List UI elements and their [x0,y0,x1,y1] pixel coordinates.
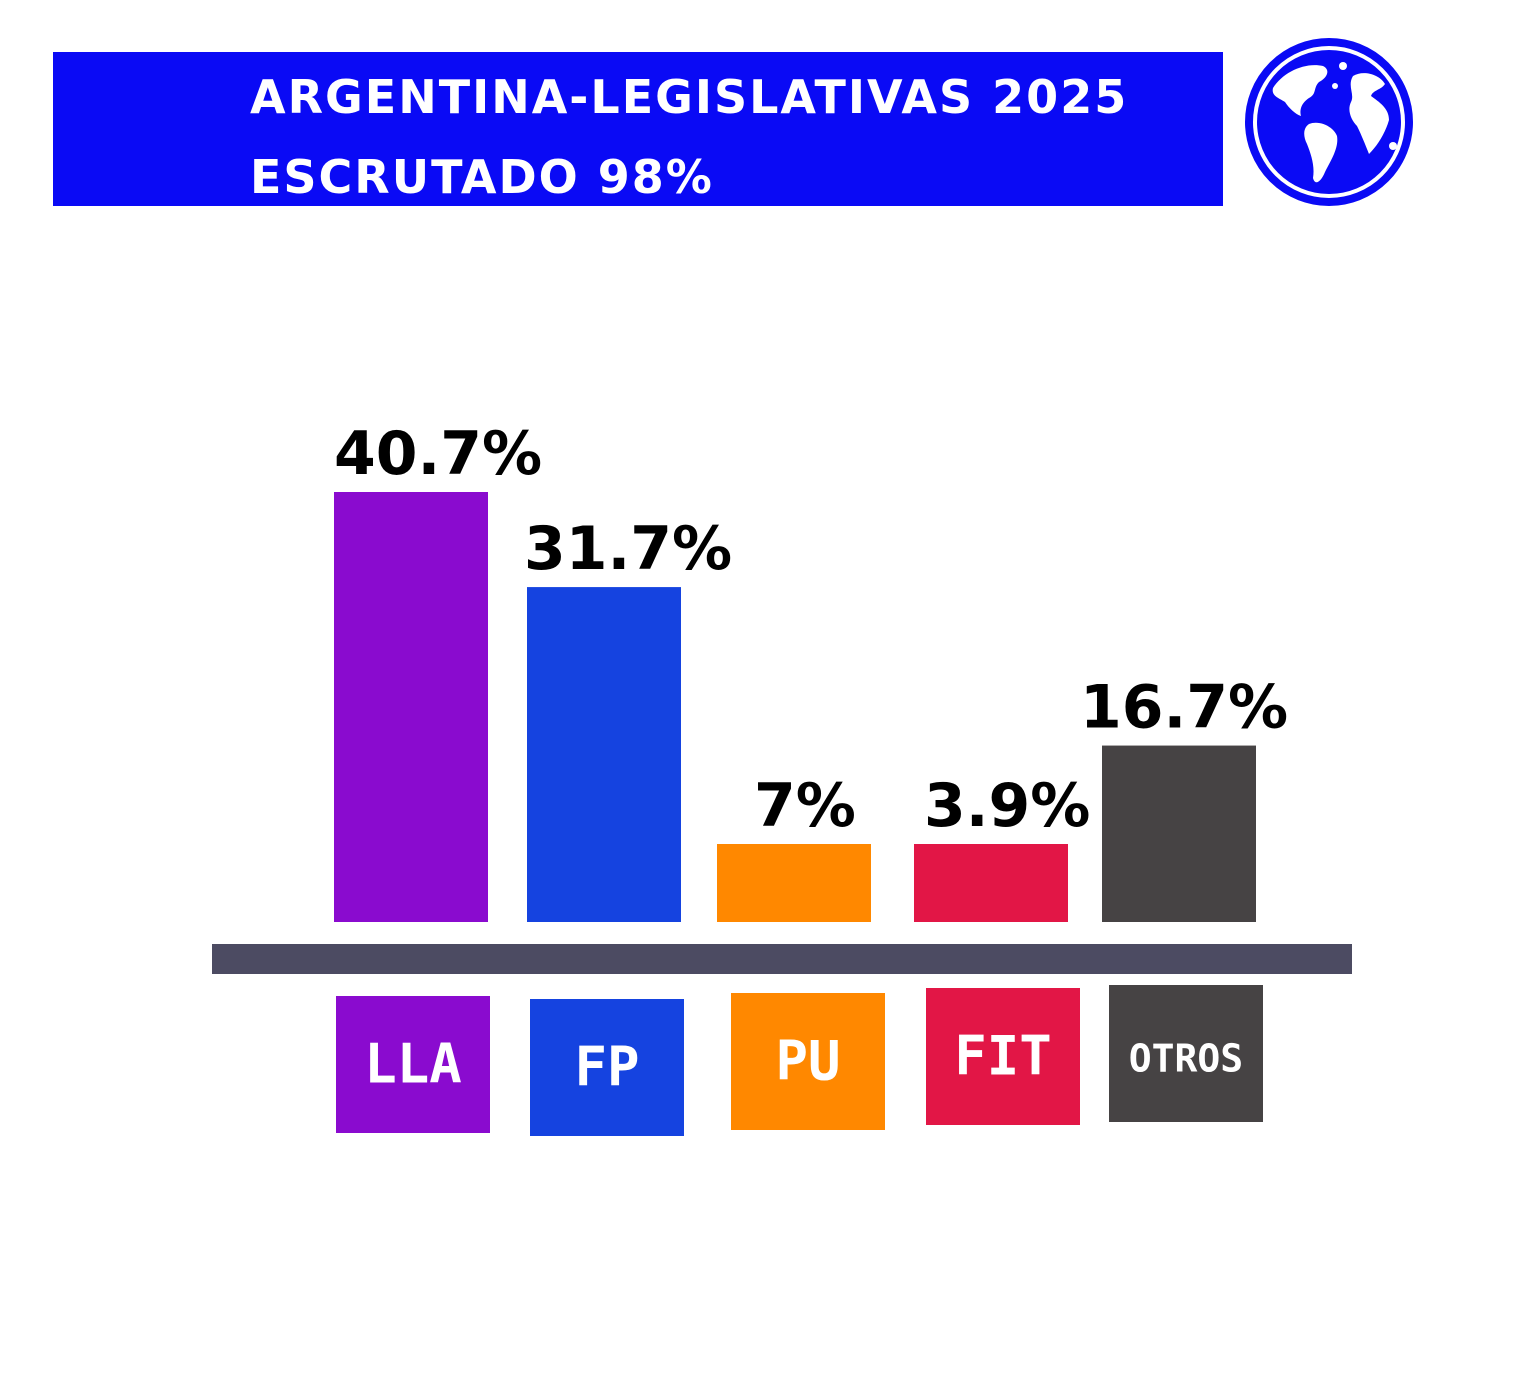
chart-subtitle: ESCRUTADO 98% [250,150,714,204]
value-label-lla: 40.7% [334,419,542,489]
bar-fit [914,844,1068,922]
category-label-fp: FP [574,1036,639,1099]
bar-otros [1102,745,1256,922]
category-label-lla: LLA [364,1033,462,1096]
category-label-otros: OTROS [1129,1037,1243,1081]
globe-icon [1245,38,1413,206]
title-banner [53,52,1223,206]
value-label-pu: 7% [754,771,856,841]
bar-fp [527,587,681,922]
party-box-otros [1109,985,1263,1122]
x-axis-baseline [212,944,1352,974]
party-box-lla [336,996,490,1133]
value-label-fp: 31.7% [524,514,732,584]
bar-pu [717,844,871,922]
bar-lla [334,492,488,922]
value-label-fit: 3.9% [924,771,1090,841]
party-box-fit [926,988,1080,1125]
chart-title: ARGENTINA-LEGISLATIVAS 2025 [250,70,1129,124]
category-label-pu: PU [775,1030,840,1093]
value-label-otros: 16.7% [1080,673,1288,743]
party-box-fp [530,999,684,1136]
party-box-pu [731,993,885,1130]
category-label-fit: FIT [954,1025,1052,1088]
